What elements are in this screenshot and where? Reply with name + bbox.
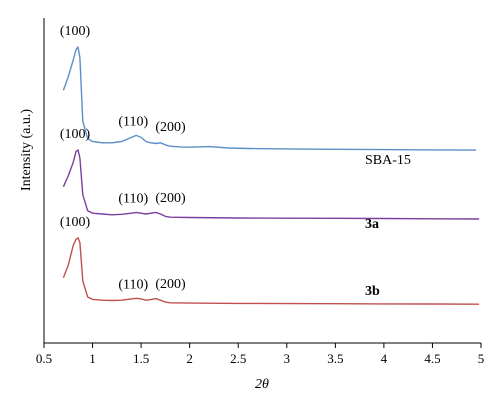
peak-annotations: (100) (110) (200) (100) (110) (200) (100) (110)…: [60, 24, 186, 292]
x-tick-label-6: 3.5: [327, 351, 343, 366]
x-tick-label-7: 4: [381, 351, 388, 366]
x-tick-label-4: 2.5: [230, 351, 246, 366]
y-axis-title: Intensity (a.u.): [19, 109, 34, 191]
x-tick-label-3: 2: [186, 351, 193, 366]
x-tick-label-9: 5: [478, 351, 485, 366]
series-label-3a: 3a: [365, 217, 379, 232]
peak-label-3a-3: (100): [60, 127, 91, 142]
peak-label-3b-6: (100): [60, 215, 91, 230]
series-line-3a: [62, 149, 480, 220]
peak-label-3b-7: (110): [118, 277, 148, 292]
series-line-3b: [62, 237, 480, 305]
peak-label-3a-4: (110): [118, 191, 148, 206]
x-tick-label-0: 0.5: [36, 351, 52, 366]
x-tick-label-8: 4.5: [424, 351, 440, 366]
peak-label-3a-5: (200): [155, 191, 186, 206]
x-tick-label-1: 1: [89, 351, 96, 366]
x-tick-label-5: 3: [284, 351, 291, 366]
x-axis-title: 2θ: [255, 377, 269, 392]
x-ticks: 0.5 1 1.5 2 2.5 3 3.5 4 4.5 5: [36, 343, 484, 366]
peak-label-sba-15-0: (100): [60, 24, 91, 39]
peak-label-sba-15-2: (200): [155, 120, 186, 135]
axes: [43, 18, 481, 344]
peak-label-sba-15-1: (110): [118, 114, 148, 129]
series-label-sba-15: SBA-15: [365, 153, 411, 168]
series-labels: SBA-15 3a 3b: [365, 153, 411, 299]
x-tick-label-2: 1.5: [133, 351, 149, 366]
peak-label-3b-8: (200): [155, 277, 186, 292]
series-line-sba-15: [62, 46, 477, 151]
series-lines: [62, 46, 480, 305]
series-label-3b: 3b: [365, 284, 380, 299]
